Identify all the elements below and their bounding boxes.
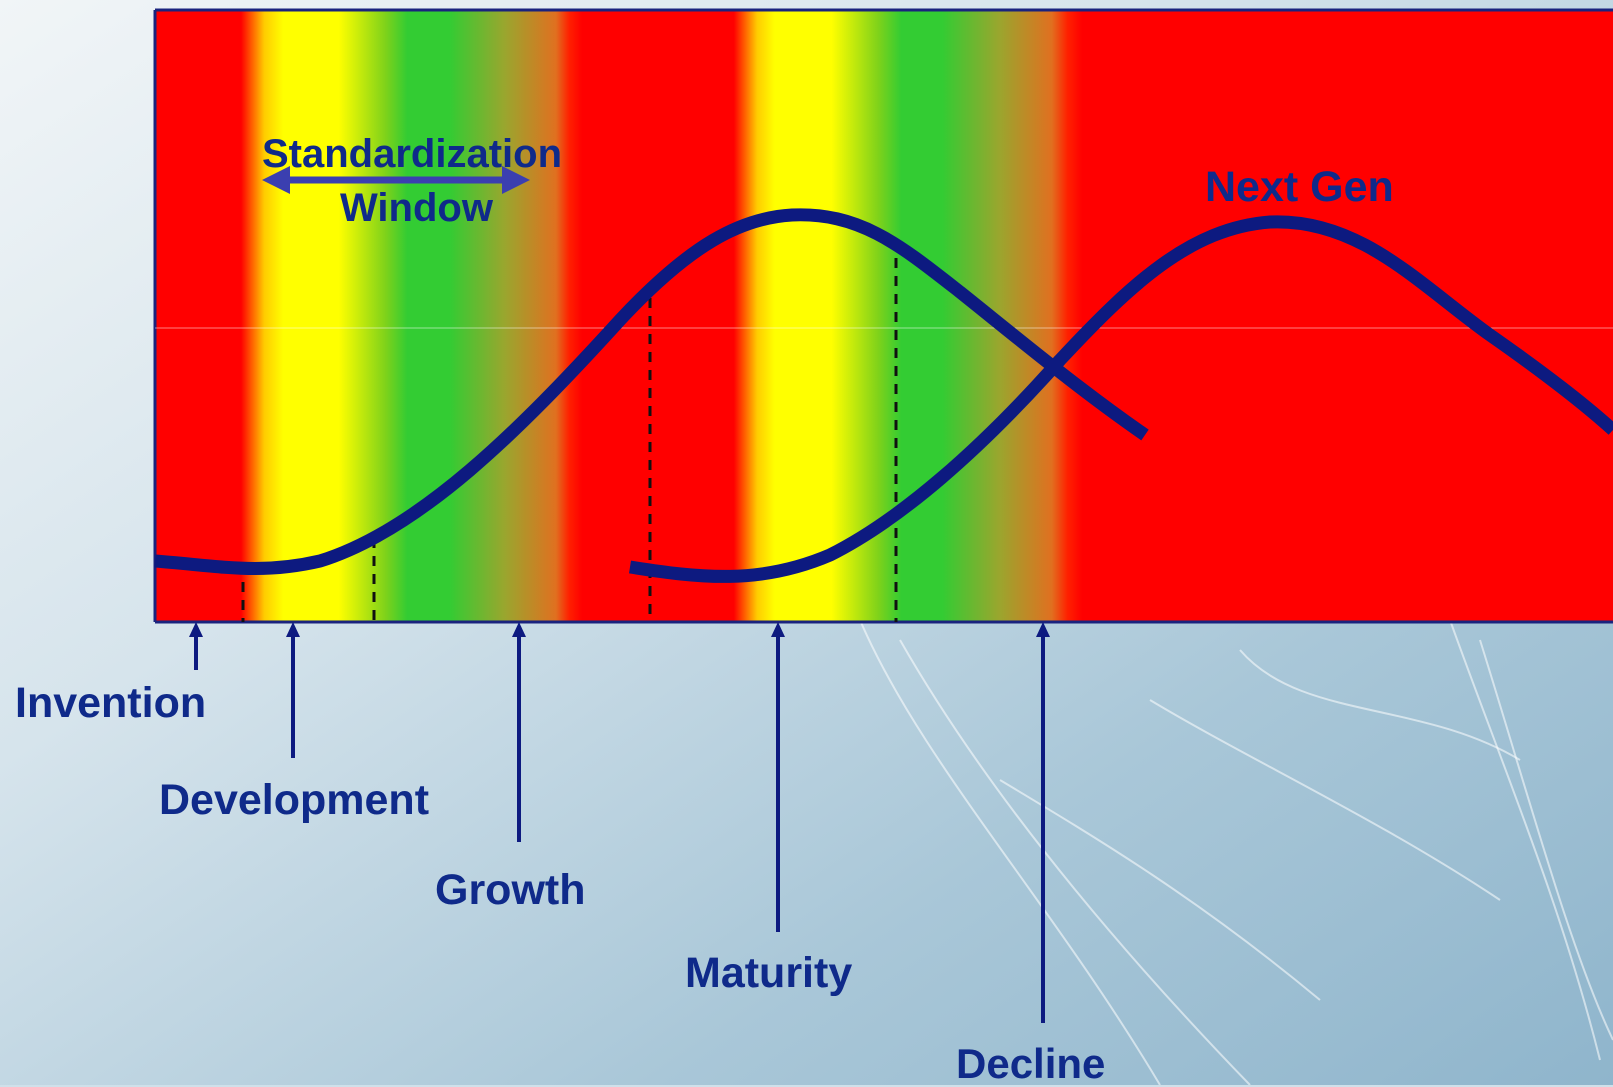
development-label: Development	[159, 776, 430, 824]
growth-label: Growth	[435, 866, 586, 914]
standardization-label: Standardization	[262, 132, 563, 176]
growth-arrowhead	[512, 622, 526, 637]
background-swirls	[859, 619, 1613, 1085]
invention-label: Invention	[15, 679, 207, 727]
current-generation-curve	[154, 208, 1149, 575]
maturity-arrowhead	[771, 622, 785, 637]
decline-arrowhead	[1036, 622, 1050, 637]
invention-arrowhead	[189, 622, 203, 637]
next-generation-curve	[628, 215, 1613, 583]
window-label: Window	[340, 186, 493, 230]
next-gen-label: Next Gen	[1205, 163, 1394, 211]
maturity-label: Maturity	[685, 949, 853, 997]
development-arrowhead	[286, 622, 300, 637]
standardization-window-arrow	[262, 166, 530, 194]
decline-label: Decline	[956, 1040, 1106, 1087]
